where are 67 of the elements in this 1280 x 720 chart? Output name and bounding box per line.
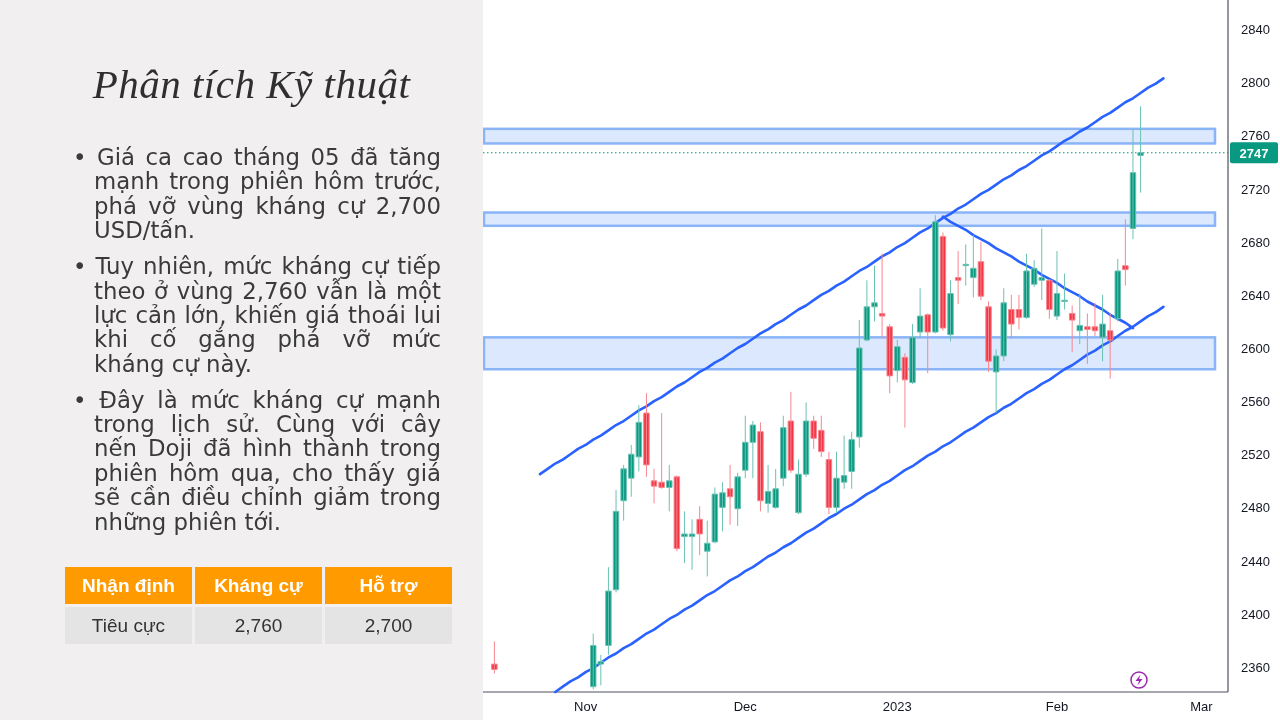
y-tick-label: 2520: [1241, 446, 1270, 462]
candlestick: [954, 250, 962, 305]
text: • Giá ca cao tháng 05 đã tăng mạnh trong phiên hôm trước, phá vỡ vùng kháng cự 2,700 USD/tấn.: [73, 144, 441, 244]
candlestick: [916, 287, 924, 338]
category-label: Nhận định: [82, 574, 175, 597]
candlestick: [886, 323, 893, 394]
text: Tiêu cực: [91, 614, 166, 637]
y-tick-label: 2560: [1241, 393, 1270, 409]
category-label: Hỗ trợ: [359, 574, 418, 597]
y-tick-label: 2360: [1241, 659, 1270, 675]
candlestick: [947, 279, 954, 342]
ref-line-label: 2747: [1239, 145, 1269, 161]
candlestick: [1106, 312, 1114, 380]
candlestick: [924, 312, 931, 374]
candlestick: [734, 472, 741, 527]
candlestick: [605, 566, 612, 656]
candlestick: [894, 339, 901, 384]
text: 2,700: [364, 614, 413, 637]
candlestick: [1076, 293, 1083, 345]
y-tick-label: 2440: [1241, 553, 1270, 569]
candlestick: [726, 464, 734, 526]
candlestick: [780, 415, 787, 487]
candlestick: [848, 431, 855, 490]
y-tick-label: 2840: [1241, 21, 1270, 37]
candlestick: [787, 391, 795, 474]
candlestick: [901, 352, 909, 429]
x-tick-label: Nov: [574, 698, 598, 714]
candlestick: [643, 392, 650, 478]
candlestick: [673, 475, 681, 552]
text: 2,760: [234, 614, 283, 637]
x-tick-label: Dec: [733, 698, 758, 714]
candlestick: [977, 241, 985, 301]
y-tick-label: 2720: [1241, 181, 1270, 197]
candlestick: [962, 243, 969, 287]
candlestick: [1046, 278, 1053, 320]
candlestick: [1122, 218, 1129, 287]
line-series: [538, 77, 1165, 476]
text: • Đây là mức kháng cự mạnh trong lịch sử. Cùng với cây nến Doji đã hình thành trong phiên hôm qua, cho thấy giá sẽ cần điều chỉnh giảm trong những phiên tới.: [73, 386, 441, 535]
y-tick-label: 2400: [1241, 606, 1270, 622]
candlestick: [932, 214, 939, 334]
y-tick-label: 2640: [1241, 287, 1270, 303]
candlestick: [1099, 294, 1106, 362]
y-tick-label: 2680: [1241, 234, 1270, 250]
candlestick: [491, 641, 498, 674]
candlestick: [1068, 304, 1076, 353]
candlestick: [970, 234, 977, 299]
candlestick: [878, 253, 886, 338]
candlestick: [985, 301, 992, 373]
text: • Tuy nhiên, mức kháng cự tiếp theo ở vùng 2,760 vẫn là một lực cản lớn, khiến giá thoái lui khi cố gắng phá vỡ mức kháng cự này.: [73, 253, 441, 377]
candlestick: [757, 421, 764, 512]
candlestick: [696, 505, 703, 556]
candlestick: [666, 464, 673, 512]
category-label: Kháng cự: [214, 574, 303, 597]
x-tick-label: Feb: [1045, 698, 1069, 714]
y-tick-label: 2480: [1241, 499, 1270, 515]
candlestick: [825, 451, 833, 515]
y-tick-label: 2760: [1241, 127, 1270, 143]
y-tick-label: 2600: [1241, 340, 1270, 356]
text: Phân tích Kỹ thuật: [92, 61, 411, 107]
candlestick: [612, 489, 620, 593]
x-tick-label: 2023: [882, 698, 912, 714]
x-tick-label: Mar: [1190, 698, 1214, 714]
candlestick: [704, 520, 711, 577]
y-tick-label: 2800: [1241, 74, 1270, 90]
candlestick: [1114, 258, 1122, 322]
candlestick: [909, 323, 916, 385]
candlestick: [856, 319, 863, 449]
